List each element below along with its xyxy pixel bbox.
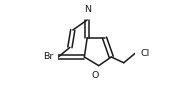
Text: Br: Br bbox=[43, 52, 53, 62]
Text: N: N bbox=[84, 5, 91, 14]
Text: Cl: Cl bbox=[140, 49, 149, 58]
Text: O: O bbox=[91, 71, 99, 80]
